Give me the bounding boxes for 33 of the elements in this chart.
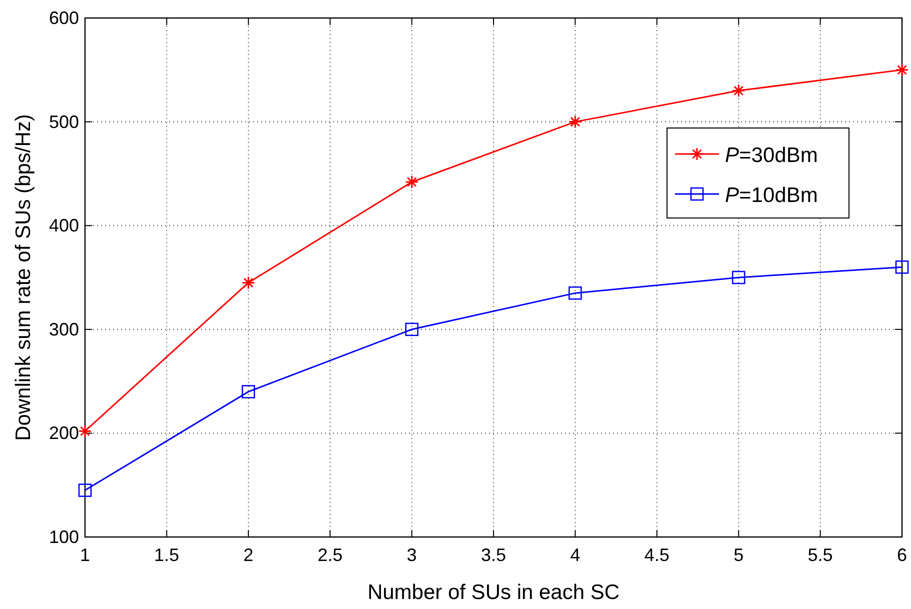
point (568, 115, 582, 129)
point (78, 484, 92, 497)
point (405, 322, 418, 336)
x-tick-label: 6 (896, 545, 908, 565)
x-tick-label: 1.5 (154, 545, 180, 565)
x-axis-title: Number of SUs in each SC (367, 581, 620, 604)
point (78, 424, 92, 438)
x-tick-label: 2 (243, 545, 254, 565)
x-tick-label: 4.5 (644, 545, 670, 565)
point (242, 276, 256, 290)
x-tick-label: 4 (570, 545, 580, 565)
legend-label: P=30dBm (725, 144, 818, 167)
point (895, 63, 909, 77)
y-tick-label: 500 (48, 112, 79, 132)
y-axis-title: Downlink sum rate of SUs (bps/Hz) (12, 114, 35, 441)
point (568, 286, 582, 300)
x-tick-label: 5 (734, 545, 744, 565)
point (405, 175, 419, 189)
y-tick-label: 100 (48, 527, 79, 547)
y-tick-label: 200 (48, 423, 79, 444)
y-tick-label: 300 (48, 319, 79, 340)
x-tick-label: 2.5 (318, 545, 343, 565)
legend-label: P=10dBm (725, 184, 818, 207)
y-tick-label: 400 (48, 216, 79, 236)
point (732, 270, 746, 284)
x-tick-label: 3.5 (480, 545, 506, 565)
x-tick-label: 1 (80, 545, 90, 565)
point (895, 260, 909, 274)
x-tick-label: 3 (406, 545, 417, 565)
y-tick-label: 600 (48, 8, 79, 28)
point (732, 84, 746, 98)
x-tick-label: 5.5 (808, 545, 833, 565)
point (242, 385, 256, 398)
